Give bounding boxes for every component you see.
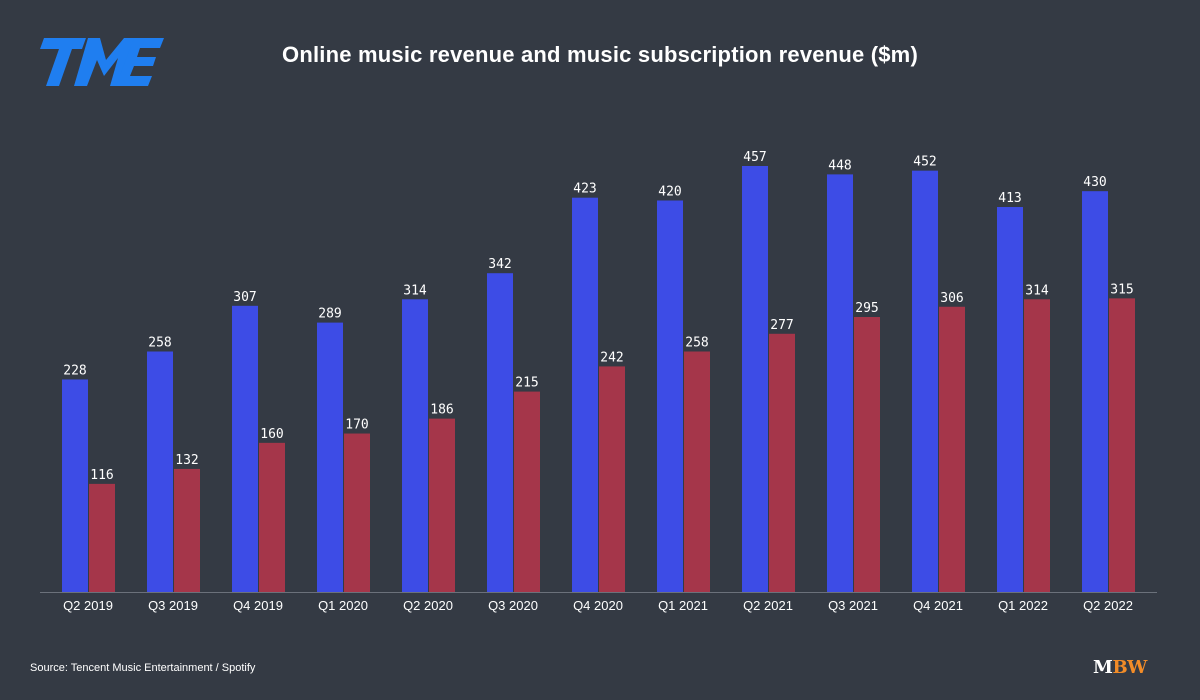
data-label: 420 [658,184,681,199]
x-tick-label: Q1 2021 [658,598,708,613]
bar-subscription [599,366,625,592]
bar-online-music [912,170,938,592]
mbw-logo-bw: BW [1112,657,1147,678]
data-label: 448 [828,158,851,173]
data-label: 342 [488,257,511,272]
data-label: 423 [573,182,596,197]
bar-online-music [62,379,88,592]
bar-online-music [997,207,1023,592]
bar-subscription [684,351,710,592]
x-tick-label: Q4 2021 [913,598,963,613]
bar-online-music [827,174,853,592]
bar-online-music [402,299,428,592]
bar-online-music [657,200,683,592]
x-tick-label: Q1 2020 [318,598,368,613]
bar-subscription [1024,299,1050,592]
x-tick-label: Q3 2021 [828,598,878,613]
x-tick-label: Q1 2022 [998,598,1048,613]
data-label: 314 [1025,283,1049,298]
bar-subscription [429,418,455,592]
data-label: 452 [913,155,936,170]
bar-online-music [317,322,343,592]
x-tick-label: Q2 2022 [1083,598,1133,613]
bar-online-music [487,273,513,592]
x-tick-label: Q3 2020 [488,598,538,613]
x-tick-label: Q2 2021 [743,598,793,613]
tme-logo [40,38,164,86]
data-label: 258 [685,336,708,351]
x-tick-label: Q3 2019 [148,598,198,613]
bar-online-music [147,351,173,592]
mbw-logo-m: M [1093,657,1113,678]
data-label: 186 [430,403,453,418]
data-label: 295 [855,301,878,316]
source-note: Source: Tencent Music Entertainment / Sp… [30,662,256,674]
bar-online-music [1082,191,1108,592]
bar-online-music [572,197,598,592]
bar-subscription [769,333,795,592]
data-label: 289 [318,307,341,322]
bar-online-music [742,166,768,592]
data-label: 413 [998,191,1021,206]
data-label: 242 [600,350,623,365]
data-label: 315 [1110,282,1133,297]
bar-subscription [344,433,370,592]
x-tick-label: Q2 2020 [403,598,453,613]
data-label: 258 [148,336,171,351]
bar-subscription [174,468,200,592]
data-label: 116 [90,468,113,483]
bar-subscription [1109,298,1135,592]
data-label: 132 [175,453,198,468]
data-label: 160 [260,427,283,442]
bar-subscription [939,306,965,592]
data-label: 307 [233,290,256,305]
mbw-logo: MBW [1093,657,1147,678]
data-label: 457 [743,150,766,165]
bar-subscription [854,317,880,592]
data-label: 430 [1083,175,1106,190]
bar-online-music [232,305,258,592]
data-label: 228 [63,363,86,378]
chart-title: Online music revenue and music subscript… [282,42,918,67]
data-label: 170 [345,418,368,433]
bar-subscription [514,391,540,592]
data-label: 215 [515,376,538,391]
x-tick-label: Q2 2019 [63,598,113,613]
data-label: 314 [403,283,427,298]
bar-subscription [89,483,115,592]
bar-subscription [259,442,285,592]
data-label: 277 [770,318,793,333]
x-tick-label: Q4 2019 [233,598,283,613]
data-label: 306 [940,291,963,306]
x-tick-label: Q4 2020 [573,598,623,613]
